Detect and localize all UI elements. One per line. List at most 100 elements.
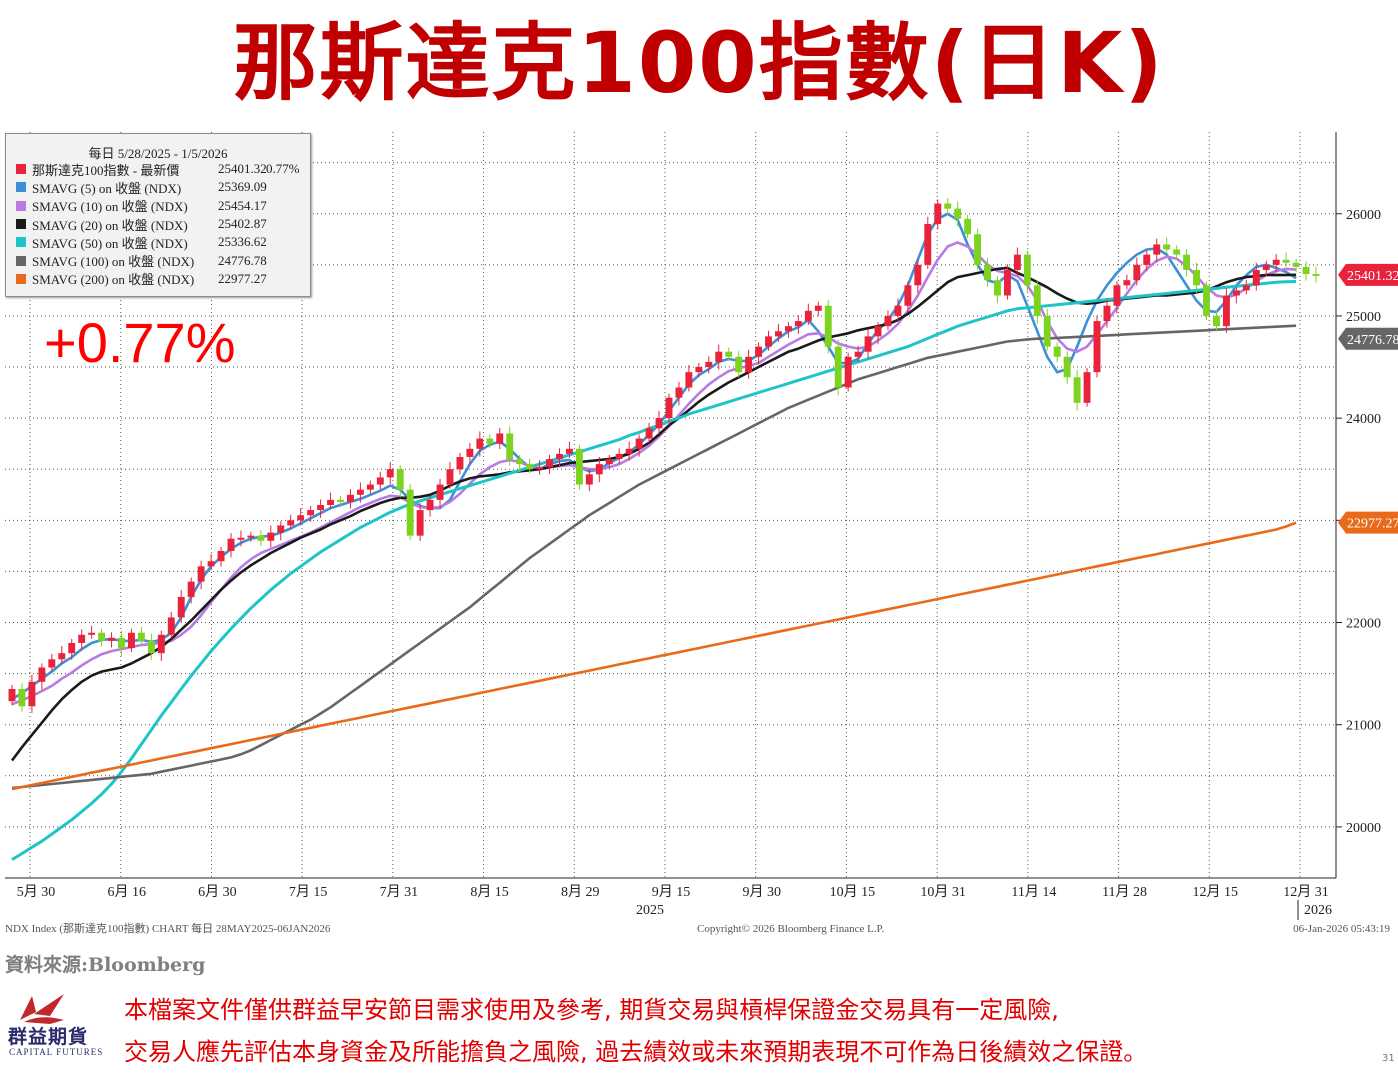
candle-body: [645, 428, 653, 439]
candle-body: [68, 642, 76, 654]
candle-body: [1292, 262, 1300, 267]
y-tick-label: 25000: [1346, 310, 1381, 325]
candle-body: [346, 494, 354, 502]
candle-body: [297, 515, 305, 521]
candle-body: [964, 218, 972, 235]
legend-swatch: [16, 219, 26, 230]
legend-item: SMAVG (10) on 收盤 (NDX) 25454.17: [6, 197, 310, 215]
candle-body: [8, 688, 16, 702]
x-tick-label: 10月 31: [920, 884, 966, 900]
ma-line-5: [11, 212, 1297, 701]
x-tick-label: 5月 30: [17, 884, 56, 900]
page-title: 那斯達克100指數(日K): [233, 14, 1165, 112]
candle-body: [1033, 285, 1041, 316]
candle-body: [1153, 244, 1161, 255]
candle-body: [317, 505, 325, 511]
legend-label: SMAVG (200) on 收盤 (NDX): [32, 272, 195, 288]
candle-body: [1023, 254, 1031, 286]
candle-body: [366, 484, 374, 490]
candle-body: [904, 285, 912, 306]
candle-body: [575, 448, 583, 485]
candle-body: [207, 561, 215, 567]
company-logo: 群益期貨 CAPITAL FUTURES: [6, 990, 116, 1062]
candlestick-chart: 5月 30 6月 16 6月 30 7月 15 7月 31 8月 15 8月 29 9月 15…: [5, 132, 1398, 935]
x-tick-label: 11月 14: [1011, 884, 1056, 900]
candle-body: [1113, 285, 1121, 306]
candle-body: [337, 499, 344, 502]
candle-body: [1213, 315, 1220, 327]
legend-label: SMAVG (50) on 收盤 (NDX): [32, 235, 188, 251]
candle-body: [595, 464, 603, 475]
candle-body: [506, 433, 514, 460]
candle-body: [834, 346, 842, 388]
candle-body: [954, 208, 962, 219]
legend-value: 24776.78: [218, 252, 267, 268]
ma-line-200: [11, 521, 1297, 791]
legend-item: SMAVG (5) on 收盤 (NDX) 25369.09: [6, 178, 310, 196]
candle-body: [476, 438, 484, 449]
x-tick-label: 12月 15: [1193, 884, 1239, 900]
candle-body: [794, 321, 802, 327]
chart-footer: NDX Index (那斯達克100指數) CHART 每日 28MAY2025…: [5, 921, 1390, 935]
disclaimer-line-2: 交易人應先評估本身資金及所能擔負之風險, 過去績效或未來預期表現不可作為日後績效…: [124, 1038, 1148, 1066]
y-tick-label: 21000: [1346, 719, 1381, 734]
price-tag-box: [1338, 511, 1398, 534]
price-tag-text: 25401.32: [1347, 269, 1398, 284]
candle-body: [396, 469, 404, 490]
candle-body: [914, 264, 922, 286]
candle-body: [267, 532, 275, 541]
candle-body: [874, 326, 882, 337]
price-tag-box: [1338, 327, 1398, 350]
legend-swatch: [16, 182, 26, 193]
candle-body: [526, 464, 534, 470]
x-tick-label: 7月 15: [289, 884, 328, 900]
legend-item: SMAVG (50) on 收盤 (NDX) 25336.62: [6, 233, 310, 251]
candle-body: [446, 469, 454, 485]
candle-body: [765, 336, 772, 347]
candle-body: [1013, 254, 1021, 270]
legend-change: 0.77%: [266, 161, 300, 177]
x-tick-label: 9月 15: [652, 884, 691, 900]
legend-label: SMAVG (10) on 收盤 (NDX): [32, 199, 188, 215]
candle-body: [695, 367, 703, 373]
legend-value: 25401.32: [218, 161, 267, 177]
candle-body: [177, 596, 185, 618]
candle-body: [187, 581, 195, 597]
candle-body: [974, 234, 982, 265]
candle-body: [1163, 244, 1171, 250]
candle-body: [824, 305, 832, 347]
candle-body: [1073, 377, 1081, 403]
candle-body: [137, 632, 145, 641]
candle-body: [984, 264, 991, 281]
candle-body: [327, 499, 334, 505]
candle-body: [884, 315, 892, 327]
y-tick-label: 22000: [1346, 617, 1381, 632]
legend-value: 22977.27: [218, 270, 267, 286]
legend-label: 那斯達克100指數 - 最新價: [32, 162, 180, 178]
candle-body: [635, 438, 643, 449]
candle-body: [1232, 290, 1240, 296]
candle-body: [386, 469, 394, 478]
candle-body: [1193, 269, 1201, 286]
candles: [8, 197, 1320, 713]
price-tag-text: 24776.78: [1347, 333, 1398, 348]
candle-body: [197, 566, 205, 582]
candle-body: [745, 356, 753, 373]
price-tags: 25401.32 24776.78 22977.27: [1338, 263, 1398, 534]
candle-body: [1053, 346, 1061, 357]
candle-body: [28, 681, 36, 707]
candle-body: [18, 688, 26, 707]
candle-body: [894, 305, 902, 316]
legend-label: SMAVG (100) on 收盤 (NDX): [32, 254, 195, 270]
y-tick-label: 24000: [1346, 412, 1381, 427]
candle-body: [1302, 266, 1310, 275]
y-tick-label: 26000: [1346, 208, 1381, 223]
candle-body: [48, 659, 56, 668]
candle-body: [157, 634, 165, 654]
candle-body: [1143, 254, 1151, 265]
candle-body: [58, 653, 66, 660]
candle-body: [356, 489, 364, 495]
candle-body: [456, 456, 464, 470]
chart-info-text: NDX Index (那斯達克100指數) CHART 每日 28MAY2025…: [5, 921, 331, 935]
legend-swatch: [16, 237, 26, 248]
